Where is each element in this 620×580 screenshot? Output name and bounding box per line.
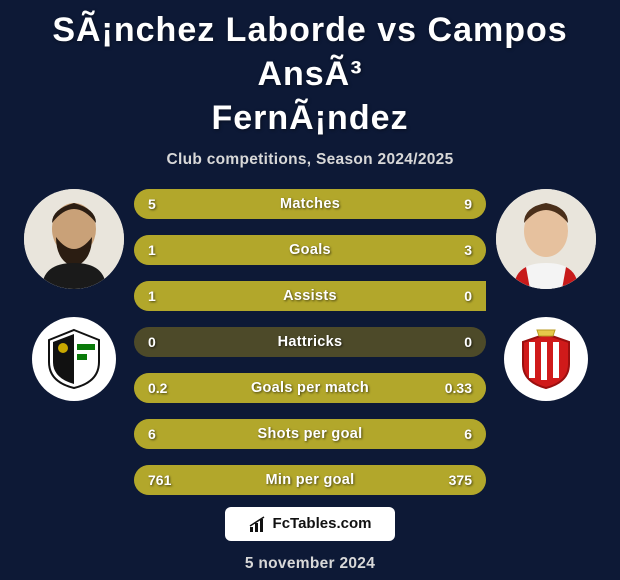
right-side xyxy=(486,189,606,401)
stat-value-right: 375 xyxy=(449,465,472,495)
right-player-avatar xyxy=(496,189,596,289)
stat-label: Min per goal xyxy=(134,465,486,495)
stat-label: Goals xyxy=(134,235,486,265)
stat-label: Shots per goal xyxy=(134,419,486,449)
left-club-crest xyxy=(32,317,116,401)
stat-value-left: 1 xyxy=(148,235,156,265)
stat-row: Goals1 3 xyxy=(134,235,486,265)
stat-label: Goals per match xyxy=(134,373,486,403)
title-line1: SÃ¡nchez Laborde vs Campos AnsÃ³ xyxy=(52,11,567,93)
stat-value-left: 761 xyxy=(148,465,171,495)
stat-value-right: 3 xyxy=(464,235,472,265)
club-crest-icon xyxy=(43,328,105,390)
left-side xyxy=(14,189,134,401)
stat-label: Matches xyxy=(134,189,486,219)
stat-label: Assists xyxy=(134,281,486,311)
stat-value-left: 1 xyxy=(148,281,156,311)
stat-row: Shots per goal6 6 xyxy=(134,419,486,449)
stat-value-right: 0 xyxy=(464,281,472,311)
stat-value-right: 0.33 xyxy=(445,373,472,403)
stat-value-left: 5 xyxy=(148,189,156,219)
fctables-logo-icon xyxy=(249,515,267,533)
club-crest-icon xyxy=(515,328,577,390)
player-avatar-icon xyxy=(24,189,124,289)
stat-value-right: 6 xyxy=(464,419,472,449)
stat-row: Assists1 0 xyxy=(134,281,486,311)
stat-row: Hattricks0 0 xyxy=(134,327,486,357)
page-title: SÃ¡nchez Laborde vs Campos AnsÃ³ FernÃ¡n… xyxy=(0,8,620,141)
stat-row: Matches5 9 xyxy=(134,189,486,219)
comparison-body: Matches59Goals13Assists10Hattricks00Goal… xyxy=(0,189,620,495)
stat-value-left: 6 xyxy=(148,419,156,449)
fctables-badge-text: FcTables.com xyxy=(273,515,372,532)
date-label: 5 november 2024 xyxy=(245,555,375,573)
left-player-avatar xyxy=(24,189,124,289)
stat-row: Min per goal761 375 xyxy=(134,465,486,495)
subtitle: Club competitions, Season 2024/2025 xyxy=(166,151,453,169)
stat-value-left: 0.2 xyxy=(148,373,167,403)
stat-value-left: 0 xyxy=(148,327,156,357)
fctables-badge[interactable]: FcTables.com xyxy=(225,507,396,541)
title-line2: FernÃ¡ndez xyxy=(212,99,409,137)
stat-value-right: 0 xyxy=(464,327,472,357)
player-avatar-icon xyxy=(496,189,596,289)
stat-row: Goals per match0.2 0.33 xyxy=(134,373,486,403)
right-club-crest xyxy=(504,317,588,401)
stat-label: Hattricks xyxy=(134,327,486,357)
stats-column: Matches59Goals13Assists10Hattricks00Goal… xyxy=(134,189,486,495)
stat-value-right: 9 xyxy=(464,189,472,219)
